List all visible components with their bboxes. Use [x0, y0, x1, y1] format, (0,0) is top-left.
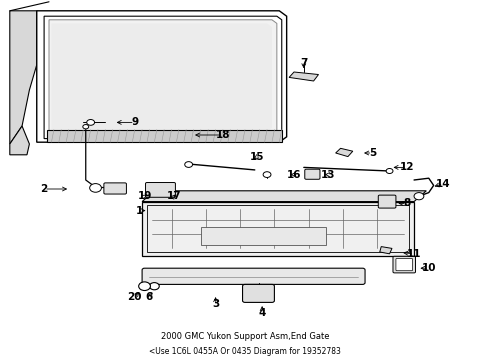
Polygon shape	[10, 11, 37, 144]
Polygon shape	[44, 16, 282, 139]
Text: 12: 12	[399, 162, 414, 172]
Text: 6: 6	[146, 292, 153, 302]
Bar	[47, 130, 282, 142]
Polygon shape	[37, 11, 287, 142]
Text: 4: 4	[258, 308, 266, 318]
Text: 19: 19	[137, 191, 152, 201]
Bar	[201, 227, 326, 245]
FancyBboxPatch shape	[305, 169, 320, 179]
Polygon shape	[289, 72, 318, 81]
Circle shape	[139, 282, 150, 291]
FancyBboxPatch shape	[243, 284, 274, 302]
Circle shape	[414, 193, 424, 200]
Polygon shape	[142, 191, 426, 202]
Circle shape	[386, 168, 393, 174]
Text: <Use 1C6L 0455A Or 0435 Diagram for 19352783: <Use 1C6L 0455A Or 0435 Diagram for 1935…	[149, 346, 341, 356]
Text: 8: 8	[403, 198, 410, 208]
Circle shape	[83, 125, 89, 129]
Circle shape	[149, 283, 159, 290]
Text: 17: 17	[167, 191, 181, 201]
Text: 11: 11	[407, 249, 421, 259]
Polygon shape	[51, 23, 272, 131]
Text: 3: 3	[212, 299, 219, 309]
Text: 5: 5	[369, 148, 376, 158]
FancyBboxPatch shape	[378, 195, 396, 208]
Polygon shape	[49, 20, 277, 135]
Bar	[142, 202, 414, 256]
FancyBboxPatch shape	[146, 183, 175, 197]
Text: 10: 10	[421, 263, 436, 273]
Text: 14: 14	[436, 179, 451, 189]
Text: 20: 20	[127, 292, 142, 302]
Text: 15: 15	[250, 152, 265, 162]
Circle shape	[87, 120, 95, 125]
Circle shape	[90, 184, 101, 192]
Polygon shape	[380, 247, 392, 254]
Text: 16: 16	[287, 170, 301, 180]
Polygon shape	[336, 148, 353, 157]
Text: 7: 7	[300, 58, 308, 68]
Circle shape	[185, 162, 193, 167]
FancyBboxPatch shape	[142, 268, 365, 284]
Text: 2: 2	[41, 184, 48, 194]
Text: 18: 18	[216, 130, 230, 140]
FancyBboxPatch shape	[104, 183, 126, 194]
Text: 9: 9	[131, 117, 138, 127]
Text: 1: 1	[136, 206, 143, 216]
Text: 13: 13	[321, 170, 336, 180]
Text: 2000 GMC Yukon Support Asm,End Gate: 2000 GMC Yukon Support Asm,End Gate	[161, 332, 329, 341]
FancyBboxPatch shape	[393, 256, 416, 273]
Circle shape	[263, 172, 271, 177]
FancyBboxPatch shape	[396, 258, 413, 271]
Polygon shape	[10, 126, 29, 155]
Bar	[147, 205, 409, 252]
